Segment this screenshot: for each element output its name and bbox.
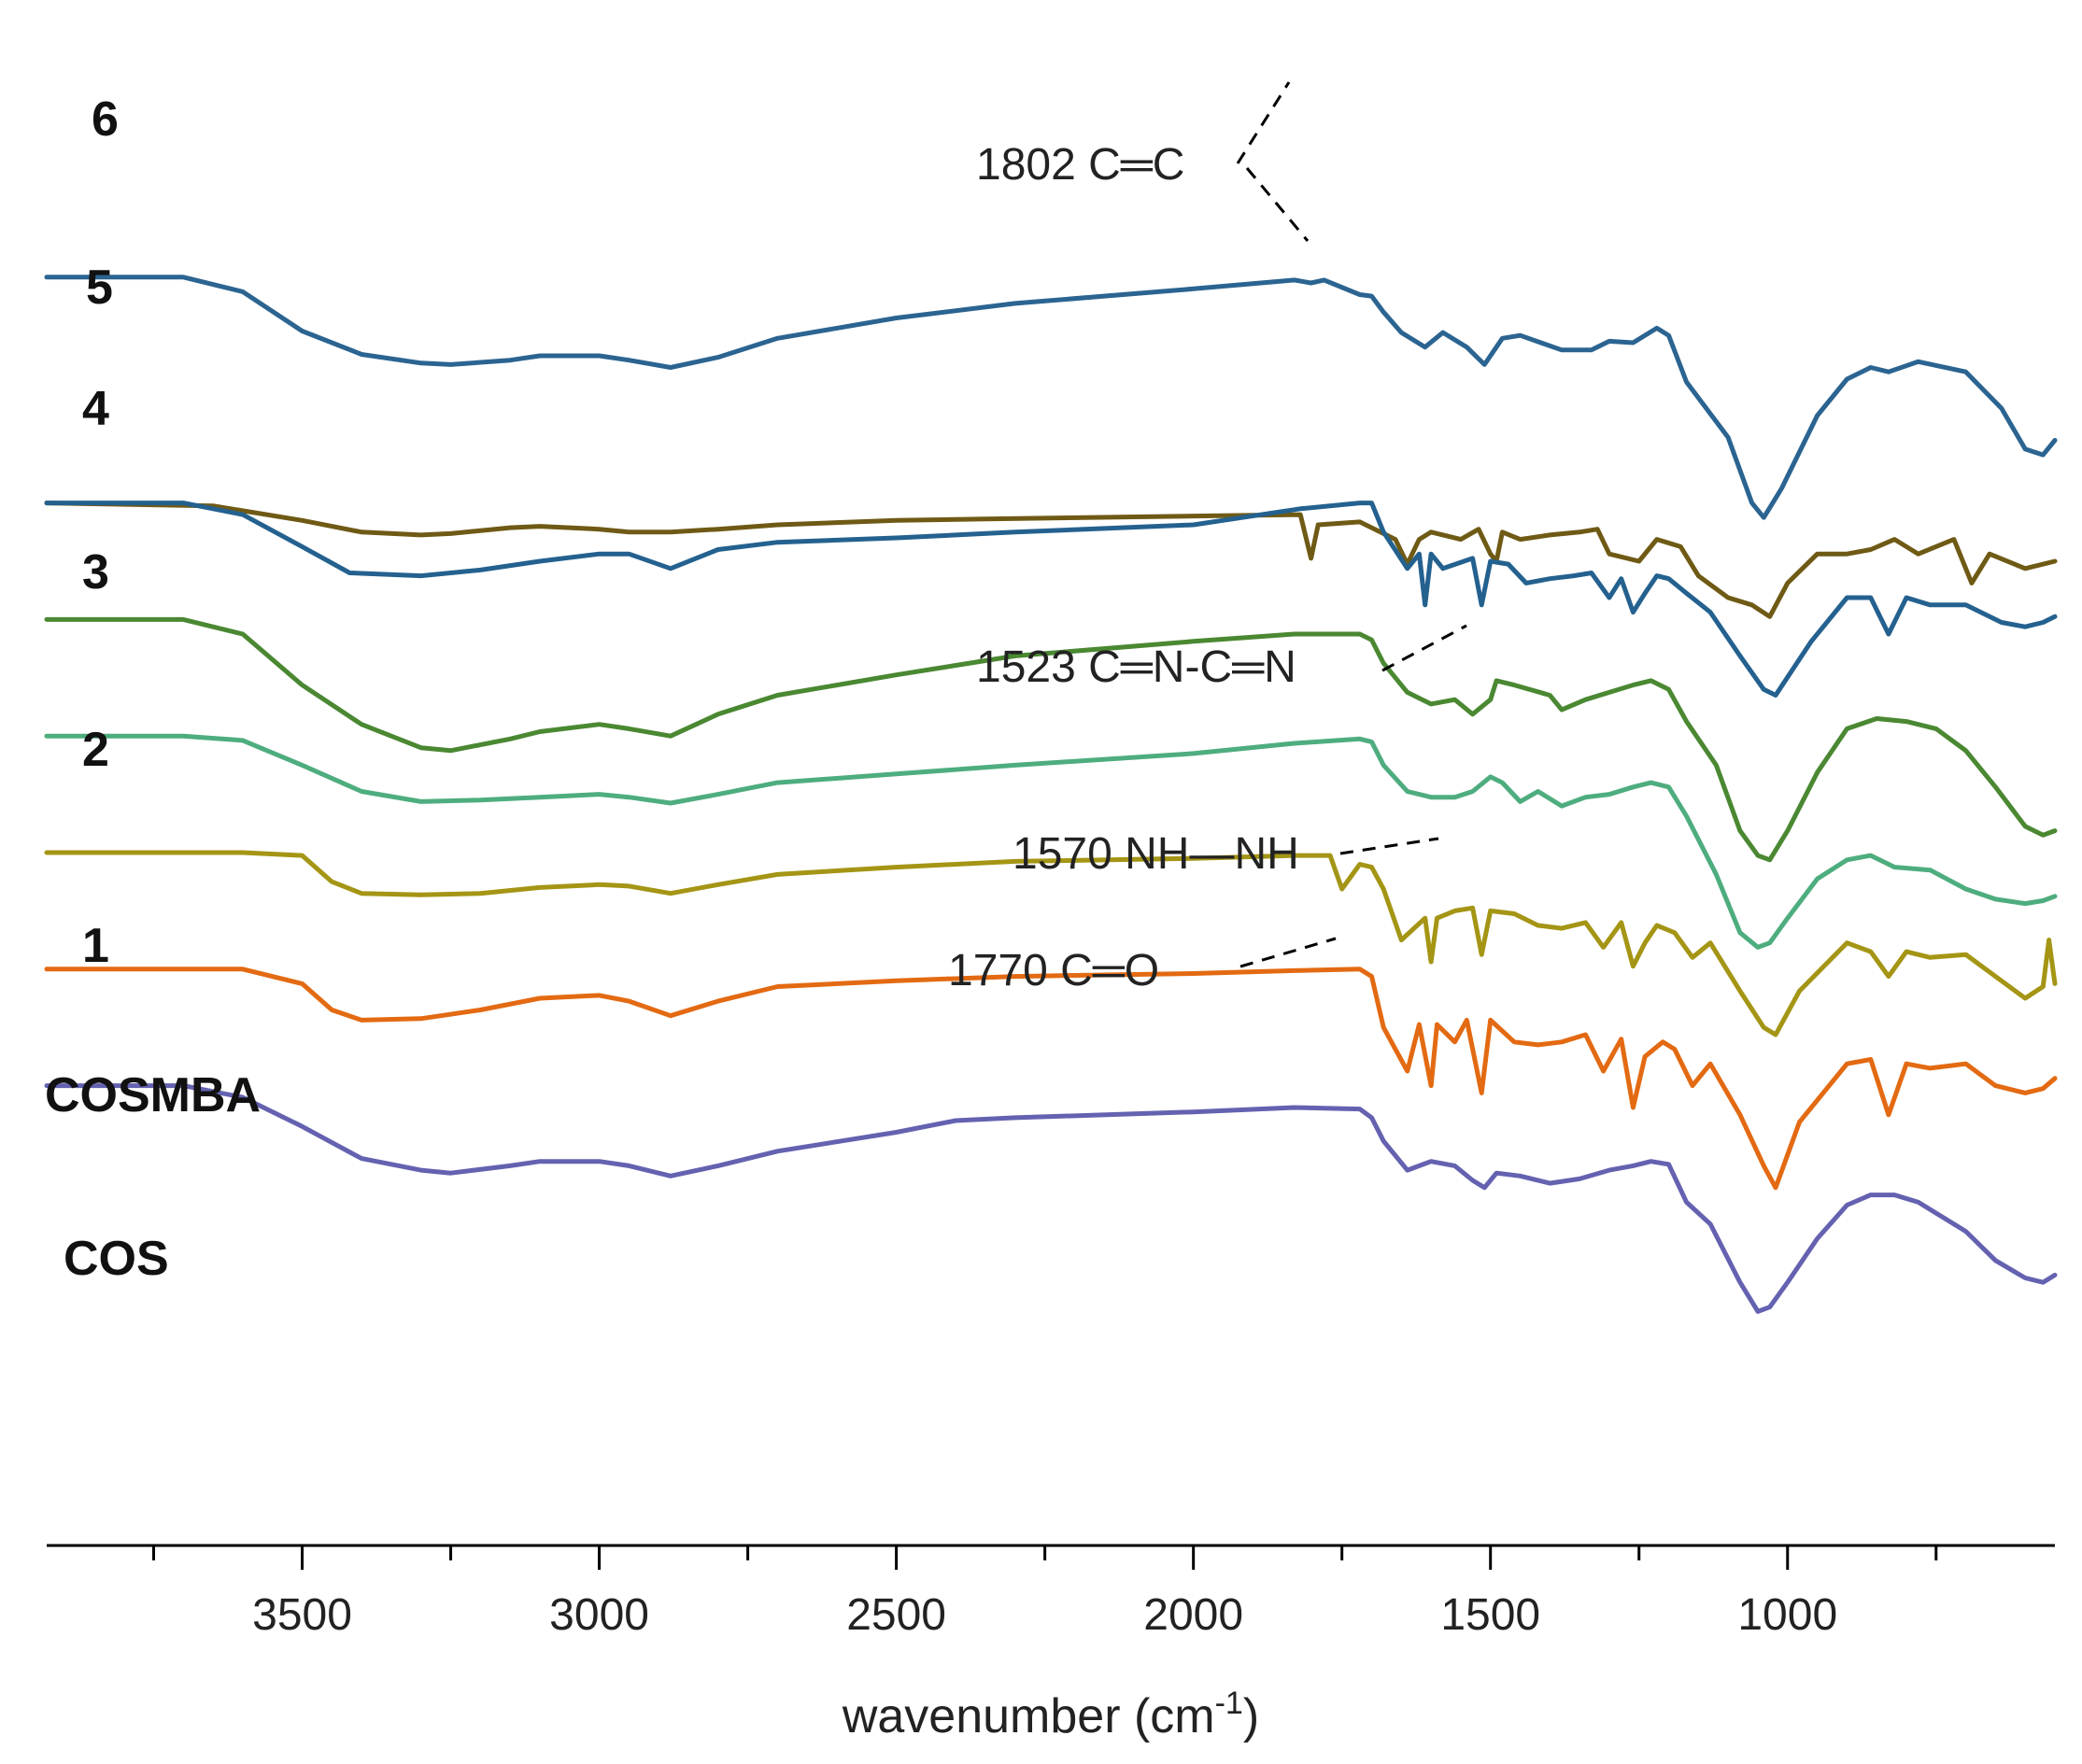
series-line-cos xyxy=(44,1083,2058,1314)
series-label-6: 6 xyxy=(92,92,119,147)
series-line-1 xyxy=(44,850,2058,1037)
series-label-4: 4 xyxy=(82,382,109,436)
series-line-2 xyxy=(44,733,2058,950)
leader-1770 xyxy=(1239,937,1337,968)
series-label-3: 3 xyxy=(82,545,109,600)
leader-1570 xyxy=(1339,837,1439,855)
x-tick-label-1500: 1500 xyxy=(1440,1590,1540,1640)
series-line-4 xyxy=(44,501,2058,698)
x-tick-label-1000: 1000 xyxy=(1737,1590,1837,1640)
plot-traces xyxy=(44,275,2058,1314)
leader-1802-line-5 xyxy=(1245,167,1310,242)
series-label-cosmba: COSMBA xyxy=(45,1068,261,1122)
series-label-1: 1 xyxy=(82,919,109,973)
series-line-3 xyxy=(44,616,2058,863)
series-label-cos: COS xyxy=(64,1232,169,1286)
annotation-1770-co: 1770 C═O xyxy=(948,946,1159,995)
annotation-1570-nhnh: 1570 NH—NH xyxy=(1013,829,1299,879)
x-axis-title-main: wavenumber (cm xyxy=(842,1689,1215,1743)
series-line-6 xyxy=(44,275,2058,520)
x-tick-label-2000: 2000 xyxy=(1143,1590,1243,1640)
x-tick-label-3000: 3000 xyxy=(549,1590,649,1640)
series-line-cosmba xyxy=(44,967,2058,1191)
x-tick-label-2500: 2500 xyxy=(846,1590,946,1640)
x-tick-label-3500: 3500 xyxy=(252,1590,352,1640)
annotation-1523-cncn: 1523 C═N-C═N xyxy=(976,642,1296,692)
x-axis: 3500 3000 2500 2000 1500 1000 xyxy=(47,1544,2055,1640)
x-axis-title-suffix: ) xyxy=(1243,1689,1259,1743)
leader-1523 xyxy=(1381,624,1467,672)
series-label-2: 2 xyxy=(82,723,109,777)
series-labels: 6 5 4 3 2 1 COSMBA COS xyxy=(45,92,261,1286)
leader-1802-line-6 xyxy=(1236,81,1291,164)
annotations: 1802 C═C 1523 C═N-C═N 1570 NH—NH 1770 C═… xyxy=(948,81,1467,995)
series-label-5: 5 xyxy=(86,261,113,315)
annotation-1802-cc: 1802 C═C xyxy=(976,140,1184,190)
x-axis-title: wavenumber (cm-1) xyxy=(842,1686,1259,1743)
series-line-5 xyxy=(44,501,2058,619)
x-axis-title-superscript: -1 xyxy=(1215,1686,1243,1721)
